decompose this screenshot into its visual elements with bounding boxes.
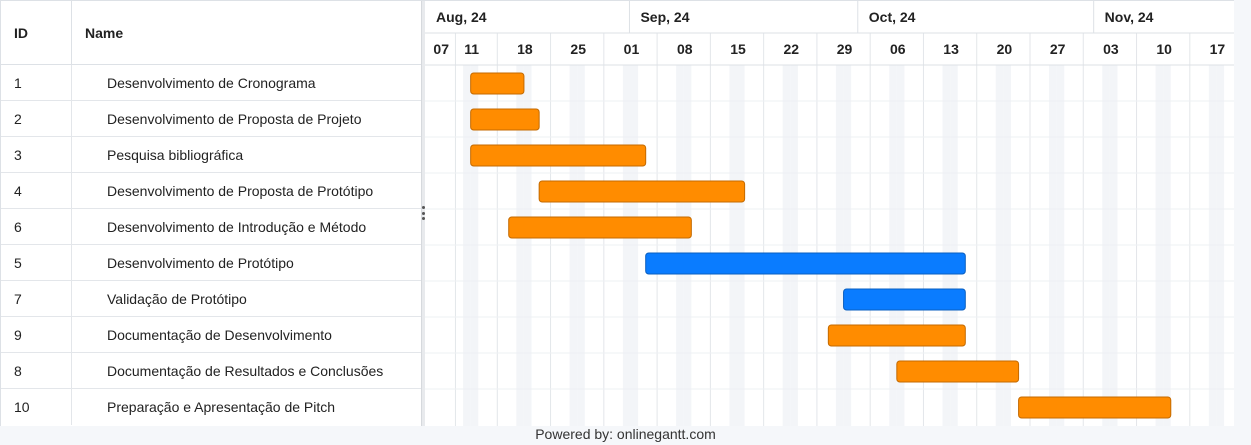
table-row[interactable]: 8 Documentação de Resultados e Conclusões — [1, 353, 421, 389]
table-row[interactable]: 3 Pesquisa bibliográfica — [1, 137, 421, 173]
task-bar[interactable] — [508, 216, 692, 239]
week-label: 06 — [890, 41, 906, 57]
table-row[interactable]: 1 Desenvolvimento de Cronograma — [1, 65, 421, 101]
week-label: 29 — [837, 41, 853, 57]
task-name: Preparação e Apresentação de Pitch — [107, 399, 336, 415]
task-bar[interactable] — [843, 288, 966, 311]
week-label: 01 — [624, 41, 640, 57]
month-label: Sep, 24 — [640, 9, 689, 25]
task-name: Documentação de Desenvolvimento — [107, 326, 332, 343]
task-id: 3 — [1, 137, 72, 172]
table-row[interactable]: 10 Preparação e Apresentação de Pitch — [1, 389, 421, 425]
task-table: ID Name 1 Desenvolvimento de Cronograma 2 D… — [1, 1, 421, 426]
task-bar[interactable] — [896, 360, 1020, 383]
table-row[interactable]: 9 Documentação de Desenvolvimento — [1, 317, 421, 353]
task-id: 5 — [1, 245, 72, 280]
splitter-grip-icon[interactable] — [421, 206, 425, 220]
task-name: Desenvolvimento de Proposta de Protótipo — [107, 182, 374, 199]
task-bar[interactable] — [827, 324, 966, 347]
task-id: 10 — [1, 389, 72, 425]
table-row[interactable]: 2 Desenvolvimento de Proposta de Projeto — [1, 101, 421, 137]
id-column-header[interactable]: ID — [1, 1, 72, 65]
week-label: 15 — [730, 41, 746, 57]
task-id: 7 — [1, 281, 72, 316]
table-row[interactable]: 7 Validação de Protótipo — [1, 281, 421, 317]
month-label: Nov, 24 — [1105, 9, 1154, 25]
table-row[interactable]: 5 Desenvolvimento de Protótipo — [1, 245, 421, 281]
task-name: Desenvolvimento de Proposta de Projeto — [107, 110, 362, 127]
task-id: 8 — [1, 353, 72, 388]
task-name: Desenvolvimento de Protótipo — [107, 254, 294, 271]
task-bar[interactable] — [470, 144, 647, 167]
footer-credit: Powered by: onlinegantt.com — [535, 426, 716, 442]
task-name: Desenvolvimento de Introdução e Método — [107, 218, 367, 235]
week-label: 17 — [1210, 41, 1226, 57]
task-name: Desenvolvimento de Cronograma — [107, 74, 316, 91]
task-id: 4 — [1, 173, 72, 208]
week-label: 10 — [1156, 41, 1172, 57]
task-bar[interactable] — [538, 180, 746, 203]
week-label: 25 — [570, 41, 586, 57]
week-label: 27 — [1050, 41, 1066, 57]
task-id: 1 — [1, 65, 72, 100]
task-bar[interactable] — [645, 252, 966, 275]
week-label: 13 — [943, 41, 959, 57]
task-name: Documentação de Resultados e Conclusões — [107, 362, 384, 379]
month-label: Aug, 24 — [436, 9, 487, 25]
week-label: 20 — [997, 41, 1013, 57]
name-column-header[interactable]: Name — [72, 1, 421, 65]
gantt-chart: ID Name 1 Desenvolvimento de Cronograma 2 D… — [0, 0, 1234, 426]
month-label: Oct, 24 — [869, 9, 916, 25]
table-row[interactable]: 4 Desenvolvimento de Proposta de Protótip… — [1, 173, 421, 209]
timeline-svg: 07 11 18 25 01 08 15 22 29 06 13 20 27 03 10 17 Aug, 24 S… — [425, 1, 1234, 426]
week-label: 11 — [464, 41, 479, 57]
table-row[interactable]: 6 Desenvolvimento de Introdução e Método — [1, 209, 421, 245]
task-id: 6 — [1, 209, 72, 244]
task-id: 9 — [1, 317, 72, 352]
task-name: Validação de Protótipo — [107, 290, 247, 307]
timeline: 07 11 18 25 01 08 15 22 29 06 13 20 27 03 10 17 Aug, 24 S… — [425, 1, 1234, 426]
week-label: 03 — [1103, 41, 1119, 57]
task-bar[interactable] — [470, 108, 540, 131]
task-bar[interactable] — [470, 72, 525, 95]
task-bar[interactable] — [1018, 396, 1172, 419]
task-name: Pesquisa bibliográfica — [107, 146, 244, 163]
week-label: 22 — [783, 41, 799, 57]
week-label: 07 — [433, 41, 449, 57]
task-id: 2 — [1, 101, 72, 136]
week-label: 08 — [677, 41, 693, 57]
week-label: 18 — [517, 41, 533, 57]
